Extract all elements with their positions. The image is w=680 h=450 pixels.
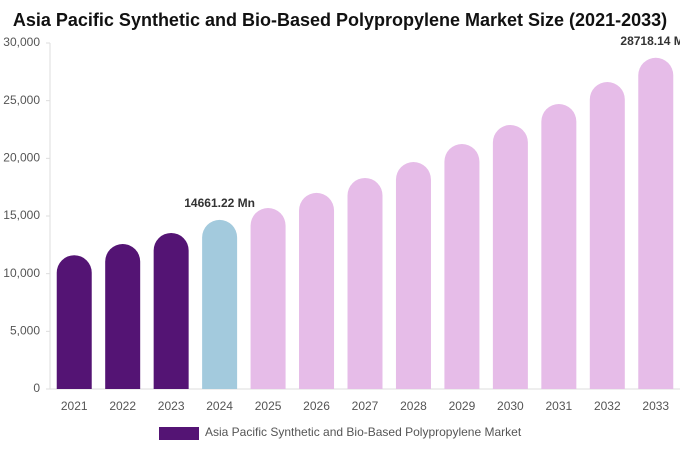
x-tick-label: 2027 (352, 399, 379, 413)
bar (541, 104, 577, 390)
x-tick-label: 2023 (158, 399, 185, 413)
x-tick-label: 2028 (400, 399, 427, 413)
x-tick-label: 2025 (255, 399, 282, 413)
x-tick-label: 2026 (303, 399, 330, 413)
value-label: 14661.22 Mn (184, 196, 255, 210)
bar (56, 255, 92, 389)
legend-label: Asia Pacific Synthetic and Bio-Based Pol… (205, 425, 522, 439)
y-tick-label: 30,000 (3, 35, 40, 49)
x-tick-label: 2022 (109, 399, 136, 413)
bar (299, 192, 335, 389)
x-tick-label: 2024 (206, 399, 233, 413)
bar (589, 81, 625, 389)
bar (250, 208, 286, 389)
y-tick-label: 25,000 (3, 93, 40, 107)
bar (347, 177, 383, 389)
y-tick-label: 0 (33, 381, 40, 395)
bar (153, 232, 189, 389)
bar (202, 219, 238, 389)
x-tick-label: 2032 (594, 399, 621, 413)
x-tick-label: 2033 (642, 399, 669, 413)
chart-title: Asia Pacific Synthetic and Bio-Based Pol… (13, 10, 667, 30)
bar (395, 162, 431, 389)
x-tick-label: 2021 (61, 399, 88, 413)
bar (444, 144, 480, 389)
x-tick-label: 2029 (449, 399, 476, 413)
y-tick-label: 15,000 (3, 208, 40, 222)
y-tick-label: 20,000 (3, 151, 40, 165)
x-tick-label: 2030 (497, 399, 524, 413)
y-tick-label: 5,000 (10, 324, 40, 338)
bar (492, 125, 528, 389)
bar (105, 244, 141, 389)
legend-swatch (159, 427, 199, 440)
x-tick-label: 2031 (545, 399, 572, 413)
y-tick-label: 10,000 (3, 266, 40, 280)
value-label: 28718.14 Mn (620, 34, 680, 48)
bar (638, 57, 674, 389)
